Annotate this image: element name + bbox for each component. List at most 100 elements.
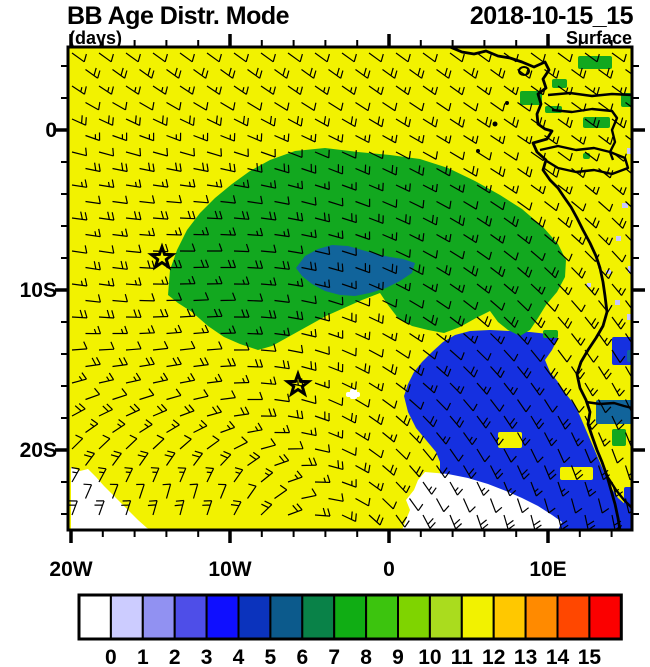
wind-barb bbox=[355, 263, 371, 274]
wind-barb bbox=[341, 116, 357, 128]
wind-barb bbox=[83, 450, 95, 466]
wind-barb bbox=[233, 342, 250, 351]
wind-barb bbox=[517, 67, 533, 79]
wind-barb bbox=[503, 116, 519, 128]
wind-barb bbox=[233, 406, 250, 417]
wind-barb bbox=[179, 340, 196, 351]
wind-barb bbox=[490, 266, 506, 278]
wind-barb bbox=[260, 52, 276, 63]
wind-barb bbox=[409, 399, 425, 410]
wind-barb bbox=[301, 395, 317, 405]
wind-barb bbox=[436, 333, 452, 344]
wind-barb bbox=[314, 279, 331, 289]
colorbar-cell bbox=[237, 594, 272, 640]
wind-barb bbox=[489, 465, 504, 480]
wind-barb bbox=[301, 427, 317, 437]
wind-barb bbox=[247, 227, 264, 237]
wind-barb bbox=[476, 415, 491, 429]
wind-barb bbox=[328, 362, 344, 373]
colorbar-cell bbox=[492, 594, 527, 640]
wind-barb bbox=[287, 149, 303, 158]
wind-barb bbox=[503, 349, 519, 362]
wind-barb bbox=[166, 194, 182, 204]
wind-barb bbox=[476, 349, 492, 361]
wind-barb bbox=[193, 162, 209, 173]
wind-barb bbox=[355, 398, 371, 408]
wind-barb bbox=[517, 366, 532, 379]
colorbar-cell bbox=[428, 594, 463, 640]
wind-barb bbox=[611, 283, 627, 296]
wind-barb bbox=[287, 409, 304, 420]
wind-barb bbox=[422, 481, 437, 495]
wind-barb bbox=[544, 366, 559, 379]
wind-barb bbox=[422, 514, 436, 529]
wind-barb bbox=[544, 135, 560, 145]
wind-barb bbox=[517, 399, 532, 413]
wind-barb bbox=[152, 372, 169, 384]
wind-barb bbox=[166, 324, 183, 335]
wind-barb bbox=[179, 148, 195, 157]
wind-barb bbox=[490, 166, 506, 178]
country-border bbox=[605, 475, 632, 509]
wind-barb bbox=[395, 85, 411, 96]
wind-barb bbox=[220, 67, 236, 79]
wind-barb bbox=[220, 259, 237, 269]
wind-barb bbox=[517, 333, 532, 345]
colorbar-cell bbox=[397, 594, 431, 640]
wind-barb bbox=[368, 514, 384, 526]
country-border bbox=[547, 91, 632, 98]
wind-barb bbox=[382, 299, 398, 308]
wind-barb bbox=[611, 117, 627, 129]
wind-barb bbox=[166, 162, 182, 172]
wind-barb bbox=[382, 134, 398, 144]
wind-barb bbox=[463, 200, 479, 210]
wind-barb bbox=[98, 115, 114, 126]
wind-barb bbox=[517, 234, 533, 245]
wind-barb bbox=[202, 500, 213, 516]
wind-barb bbox=[260, 244, 277, 253]
colorbar-frame bbox=[77, 593, 623, 641]
wind-barb bbox=[110, 450, 122, 466]
wind-barb bbox=[422, 214, 438, 226]
wind-barb bbox=[112, 162, 128, 173]
wind-barb bbox=[230, 500, 242, 516]
wind-barb bbox=[152, 179, 169, 188]
wind-barb bbox=[503, 151, 519, 161]
wind-barb bbox=[341, 511, 357, 522]
wind-barb bbox=[530, 184, 546, 195]
wind-barb bbox=[98, 467, 107, 483]
wind-barb bbox=[436, 102, 452, 112]
wind-barb bbox=[71, 179, 88, 188]
colorbar-cell bbox=[556, 594, 591, 640]
wind-barb bbox=[152, 52, 168, 63]
wind-barb bbox=[287, 310, 304, 321]
wind-barb bbox=[355, 363, 371, 374]
wind-barb bbox=[449, 481, 464, 496]
wind-barb bbox=[571, 135, 587, 145]
colorbar-label: 0 bbox=[105, 646, 117, 667]
region-patch-green bbox=[583, 153, 590, 159]
wind-barb bbox=[530, 382, 545, 396]
wind-barb bbox=[368, 414, 384, 426]
wind-barb bbox=[449, 283, 465, 293]
wind-barb bbox=[274, 196, 290, 205]
wind-barb bbox=[193, 67, 209, 79]
wind-barb bbox=[463, 134, 479, 145]
wind-barb bbox=[152, 276, 169, 285]
wind-barb bbox=[463, 265, 479, 277]
wind-barb bbox=[85, 294, 101, 303]
wind-barb bbox=[436, 365, 452, 377]
wind-barb bbox=[287, 116, 303, 127]
wind-barb bbox=[206, 373, 223, 384]
wind-barb bbox=[233, 85, 249, 95]
wind-barb bbox=[503, 415, 518, 429]
wind-barb bbox=[71, 403, 86, 417]
wind-barb bbox=[287, 85, 303, 95]
colorbar-cell bbox=[524, 594, 559, 640]
wind-barb bbox=[571, 67, 587, 79]
wind-barb bbox=[260, 148, 276, 158]
wind-barb bbox=[557, 117, 573, 129]
wind-barb bbox=[139, 388, 155, 401]
wind-barb bbox=[260, 438, 276, 450]
wind-barb bbox=[584, 349, 599, 363]
